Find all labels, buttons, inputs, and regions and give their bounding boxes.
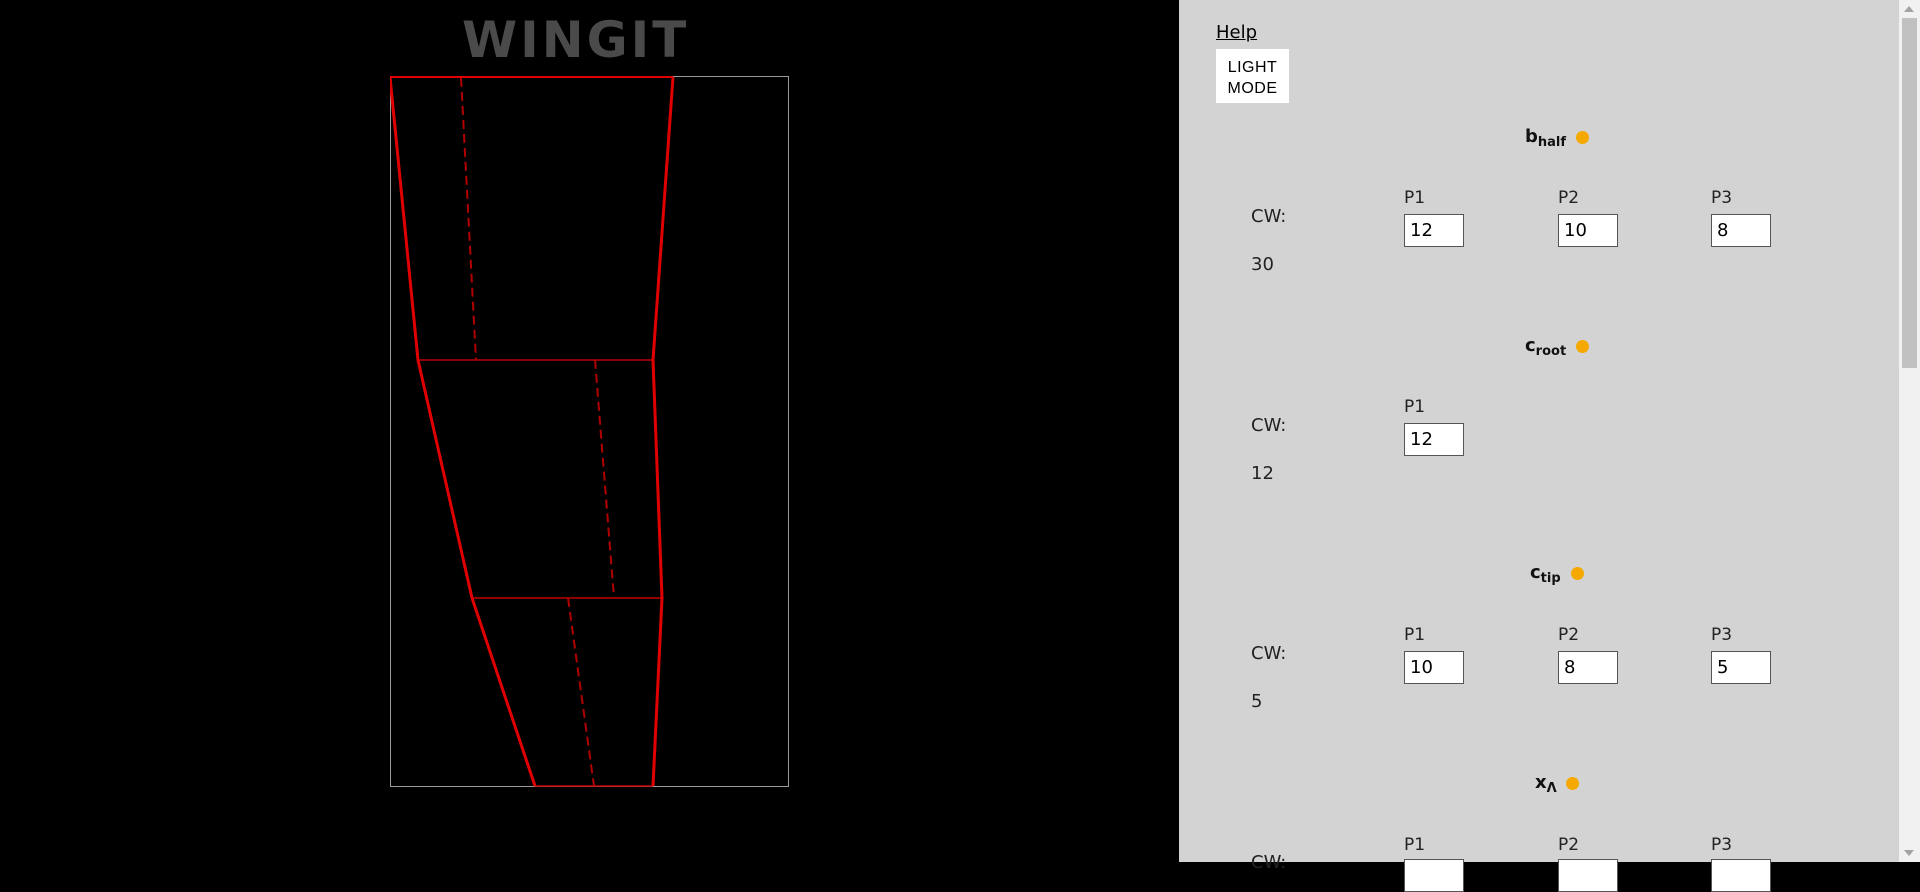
- status-dot: [1576, 340, 1589, 353]
- c-tip-p3-input[interactable]: [1711, 651, 1771, 684]
- b-half-p2-input[interactable]: [1558, 214, 1618, 247]
- canvas-frame: [390, 76, 789, 787]
- cw-label: CW:: [1251, 643, 1287, 664]
- param-title-c-tip: ctip: [1530, 562, 1561, 586]
- cw-label: CW:: [1251, 206, 1287, 227]
- param-title-b-half: bhalf: [1525, 126, 1566, 150]
- scroll-up-arrow-icon[interactable]: [1904, 6, 1914, 12]
- c-tip-p1-input[interactable]: [1404, 651, 1464, 684]
- param-subscript: tip: [1540, 571, 1561, 586]
- quarter-chord-3: [567, 597, 595, 787]
- parameter-panel: Help LIGHT MODE bhalf CW: 30 P1 P2 P3 cr…: [1179, 0, 1899, 892]
- col-label-p3: P3: [1711, 835, 1733, 855]
- cw-label: CW:: [1251, 415, 1287, 436]
- app-logo: WINGIT: [462, 11, 690, 69]
- scrollbar-thumb[interactable]: [1902, 18, 1917, 368]
- param-symbol: c: [1525, 335, 1536, 356]
- c-root-p1-input[interactable]: [1404, 423, 1464, 456]
- trailing-edge: [651, 76, 675, 787]
- quarter-chord-1: [460, 77, 477, 361]
- vertical-scrollbar[interactable]: [1899, 0, 1920, 862]
- param-subscript: half: [1537, 135, 1567, 150]
- light-mode-button[interactable]: LIGHT MODE: [1216, 49, 1289, 103]
- col-label-p1: P1: [1404, 625, 1426, 645]
- quarter-chord-2: [594, 359, 615, 599]
- mode-button-line1: LIGHT: [1227, 59, 1278, 76]
- param-symbol: b: [1525, 126, 1538, 147]
- param-title-x-sweep: xΛ: [1535, 772, 1557, 796]
- status-dot: [1576, 131, 1589, 144]
- col-label-p2: P2: [1558, 188, 1580, 208]
- leading-edge: [390, 76, 537, 787]
- status-dot: [1566, 777, 1579, 790]
- cw-value: 5: [1251, 691, 1263, 712]
- b-half-p3-input[interactable]: [1711, 214, 1771, 247]
- x-sweep-p3-input[interactable]: [1711, 859, 1771, 892]
- b-half-p1-input[interactable]: [1404, 214, 1464, 247]
- c-tip-p2-input[interactable]: [1558, 651, 1618, 684]
- x-sweep-p1-input[interactable]: [1404, 859, 1464, 892]
- param-title-c-root: croot: [1525, 335, 1566, 359]
- help-link[interactable]: Help: [1216, 22, 1258, 43]
- wing-view-panel: WINGIT: [390, 11, 789, 787]
- scroll-down-arrow-icon[interactable]: [1904, 850, 1914, 856]
- cw-value: 12: [1251, 463, 1274, 484]
- col-label-p3: P3: [1711, 188, 1733, 208]
- col-label-p1: P1: [1404, 835, 1426, 855]
- col-label-p3: P3: [1711, 625, 1733, 645]
- param-symbol: x: [1535, 772, 1547, 793]
- col-label-p1: P1: [1404, 397, 1426, 417]
- cw-label: CW:: [1251, 852, 1287, 873]
- col-label-p1: P1: [1404, 188, 1426, 208]
- status-dot: [1571, 567, 1584, 580]
- col-label-p2: P2: [1558, 625, 1580, 645]
- wing-planform-canvas: [390, 76, 789, 787]
- param-subscript: Λ: [1546, 781, 1557, 796]
- cw-value: 30: [1251, 254, 1274, 275]
- col-label-p2: P2: [1558, 835, 1580, 855]
- x-sweep-p2-input[interactable]: [1558, 859, 1618, 892]
- param-subscript: root: [1535, 344, 1567, 359]
- param-symbol: c: [1530, 562, 1541, 583]
- mode-button-line2: MODE: [1227, 80, 1278, 97]
